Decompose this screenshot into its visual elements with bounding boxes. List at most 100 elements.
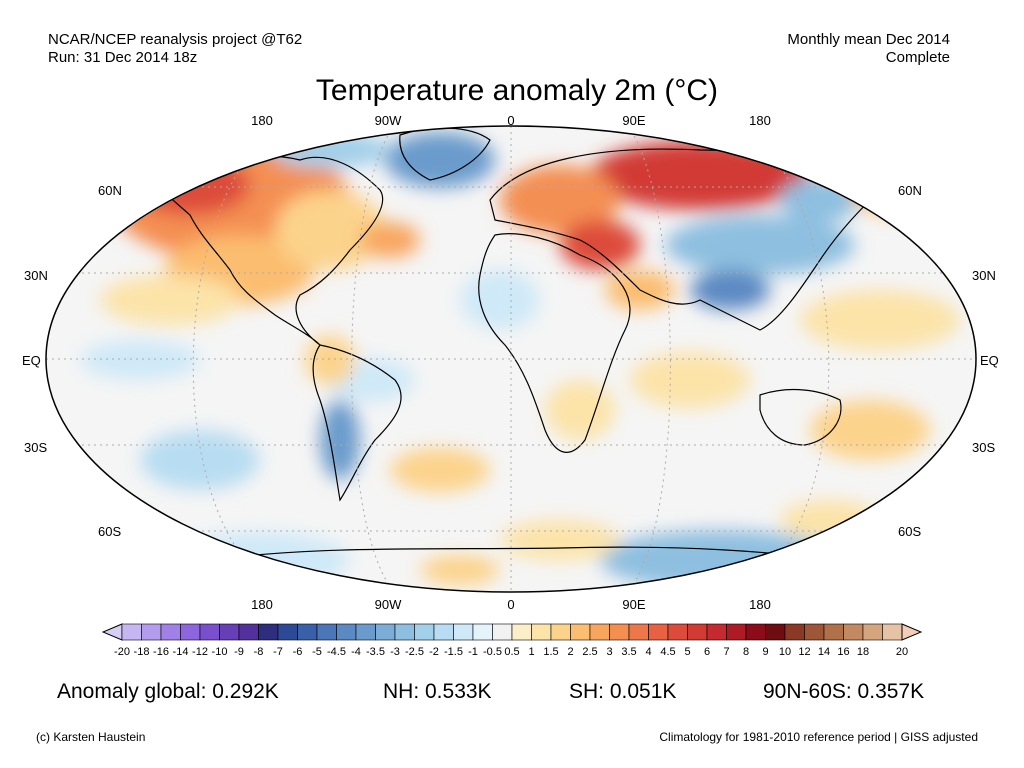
lon-label-top-0: 0: [507, 113, 515, 128]
lon-label-top-180e: 180: [749, 113, 771, 128]
colorbar-box: [862, 623, 883, 641]
colorbar-tick-label: -8: [253, 646, 264, 658]
colorbar-box: [433, 623, 454, 641]
colorbar-tick-label: -3: [390, 646, 400, 658]
lat-label-left-60n: 60N: [98, 183, 122, 198]
colorbar-under-triangle: [101, 623, 123, 641]
colorbar-box: [160, 623, 181, 641]
colorbar-box: [394, 623, 415, 641]
colorbar-tick-label: -0.5: [483, 646, 502, 658]
colorbar-box: [882, 623, 903, 641]
colorbar-box: [355, 623, 376, 641]
colorbar-tick-label: 12: [798, 646, 811, 658]
colorbar-box: [726, 623, 747, 641]
colorbar-tick-label: 1.5: [543, 646, 559, 658]
lat-label-right-30n: 30N: [972, 268, 996, 283]
colorbar-box: [121, 623, 142, 641]
period-label: Monthly mean Dec 2014: [787, 31, 950, 48]
colorbar-box: [375, 623, 396, 641]
colorbar-tick-label: 18: [856, 646, 870, 658]
colorbar-tick-label: -4.5: [327, 646, 346, 658]
colorbar-tick-label: -14: [172, 646, 189, 658]
colorbar-tick-label: 0.5: [504, 646, 520, 658]
colorbar-tick-label: -6: [292, 646, 303, 658]
colorbar-box: [823, 623, 844, 641]
lon-label-bottom-180w: 180: [251, 597, 273, 612]
stat-nh: NH: 0.533K: [383, 680, 492, 703]
colorbar-tick-label: -10: [211, 646, 228, 658]
lon-label-bottom-0: 0: [507, 597, 515, 612]
colorbar-tick-label: 4.5: [660, 646, 676, 658]
colorbar-tick-label: -4: [351, 646, 361, 658]
colorbar-tick-label: 10: [778, 646, 792, 658]
lat-label-left-30s: 30S: [24, 440, 48, 455]
colorbar-tick-label: 14: [817, 646, 831, 658]
colorbar-tick-label: 9: [762, 646, 769, 658]
colorbar-tick-label: -16: [153, 646, 169, 658]
colorbar-box: [570, 623, 591, 641]
colorbar-box: [180, 623, 201, 641]
lon-label-bottom-90w: 90W: [374, 597, 402, 612]
colorbar-tick-label: -2: [429, 646, 439, 658]
lat-label-right-30s: 30S: [972, 440, 996, 455]
colorbar-box: [628, 623, 649, 641]
map-border: [45, 125, 977, 593]
stat-global: Anomaly global: 0.292K: [57, 680, 279, 703]
lat-label-right-60s: 60S: [898, 524, 922, 539]
lon-label-top-90e: 90E: [622, 113, 646, 128]
colorbar-tick-label: -5: [312, 646, 322, 658]
colorbar-tick-label: 5: [684, 646, 691, 658]
run-label: Run: 31 Dec 2014 18z: [48, 49, 198, 66]
stat-sh: SH: 0.051K: [569, 680, 677, 703]
colorbar-tick-label: 3: [606, 646, 613, 658]
colorbar-box: [706, 623, 727, 641]
colorbar-tick-label: 2: [567, 646, 574, 658]
colorbar-box: [141, 623, 162, 641]
colorbar-tick-label: -18: [133, 646, 150, 658]
colorbar-box: [531, 623, 552, 641]
lat-label-left-eq: EQ: [22, 353, 41, 368]
colorbar-tick-label: -2.5: [405, 646, 424, 658]
colorbar-box: [453, 623, 474, 641]
colorbar-tick-label: 20: [895, 646, 909, 658]
colorbar-box: [784, 623, 805, 641]
colorbar-box: [472, 623, 493, 641]
lat-label-right-eq: EQ: [980, 353, 999, 368]
colorbar-tick-label: -12: [192, 646, 208, 658]
colorbar-tick-label: -7: [273, 646, 283, 658]
colorbar-tick-label: 4: [645, 646, 652, 658]
colorbar-tick-label: -9: [234, 646, 244, 658]
lat-label-left-60s: 60S: [98, 524, 122, 539]
colorbar-tick-label: -20: [114, 646, 130, 658]
lon-label-bottom-180e: 180: [749, 597, 771, 612]
lon-label-bottom-90e: 90E: [622, 597, 646, 612]
colorbar-tick-label: -1: [468, 646, 478, 658]
stat-90n-60s: 90N-60S: 0.357K: [763, 680, 925, 703]
colorbar-box: [804, 623, 825, 641]
colorbar-box: [745, 623, 766, 641]
colorbar-tick-label: -3.5: [366, 646, 385, 658]
colorbar-tick-label: 16: [837, 646, 850, 658]
lon-label-top-180w: 180: [251, 113, 273, 128]
colorbar-box: [316, 623, 337, 641]
colorbar-box: [199, 623, 220, 641]
lon-label-top-90w: 90W: [374, 113, 402, 128]
colorbar: [101, 623, 923, 641]
colorbar-box: [765, 623, 786, 641]
colorbar-tick-label: 2.5: [582, 646, 598, 658]
project-label: NCAR/NCEP reanalysis project @T62: [48, 31, 303, 48]
colorbar-box: [258, 623, 279, 641]
colorbar-box: [492, 623, 513, 641]
colorbar-tick-label: 3.5: [621, 646, 637, 658]
colorbar-over-triangle: [901, 623, 923, 641]
colorbar-tick-label: 1: [528, 646, 535, 658]
lat-label-left-30n: 30N: [24, 268, 48, 283]
colorbar-box: [843, 623, 864, 641]
colorbar-tick-label: -1.5: [444, 646, 463, 658]
colorbar-box: [550, 623, 571, 641]
colorbar-tick-label: 6: [703, 646, 711, 658]
colorbar-box: [414, 623, 435, 641]
map-title: Temperature anomaly 2m (°C): [315, 74, 719, 107]
colorbar-tick-label: 7: [723, 646, 730, 658]
